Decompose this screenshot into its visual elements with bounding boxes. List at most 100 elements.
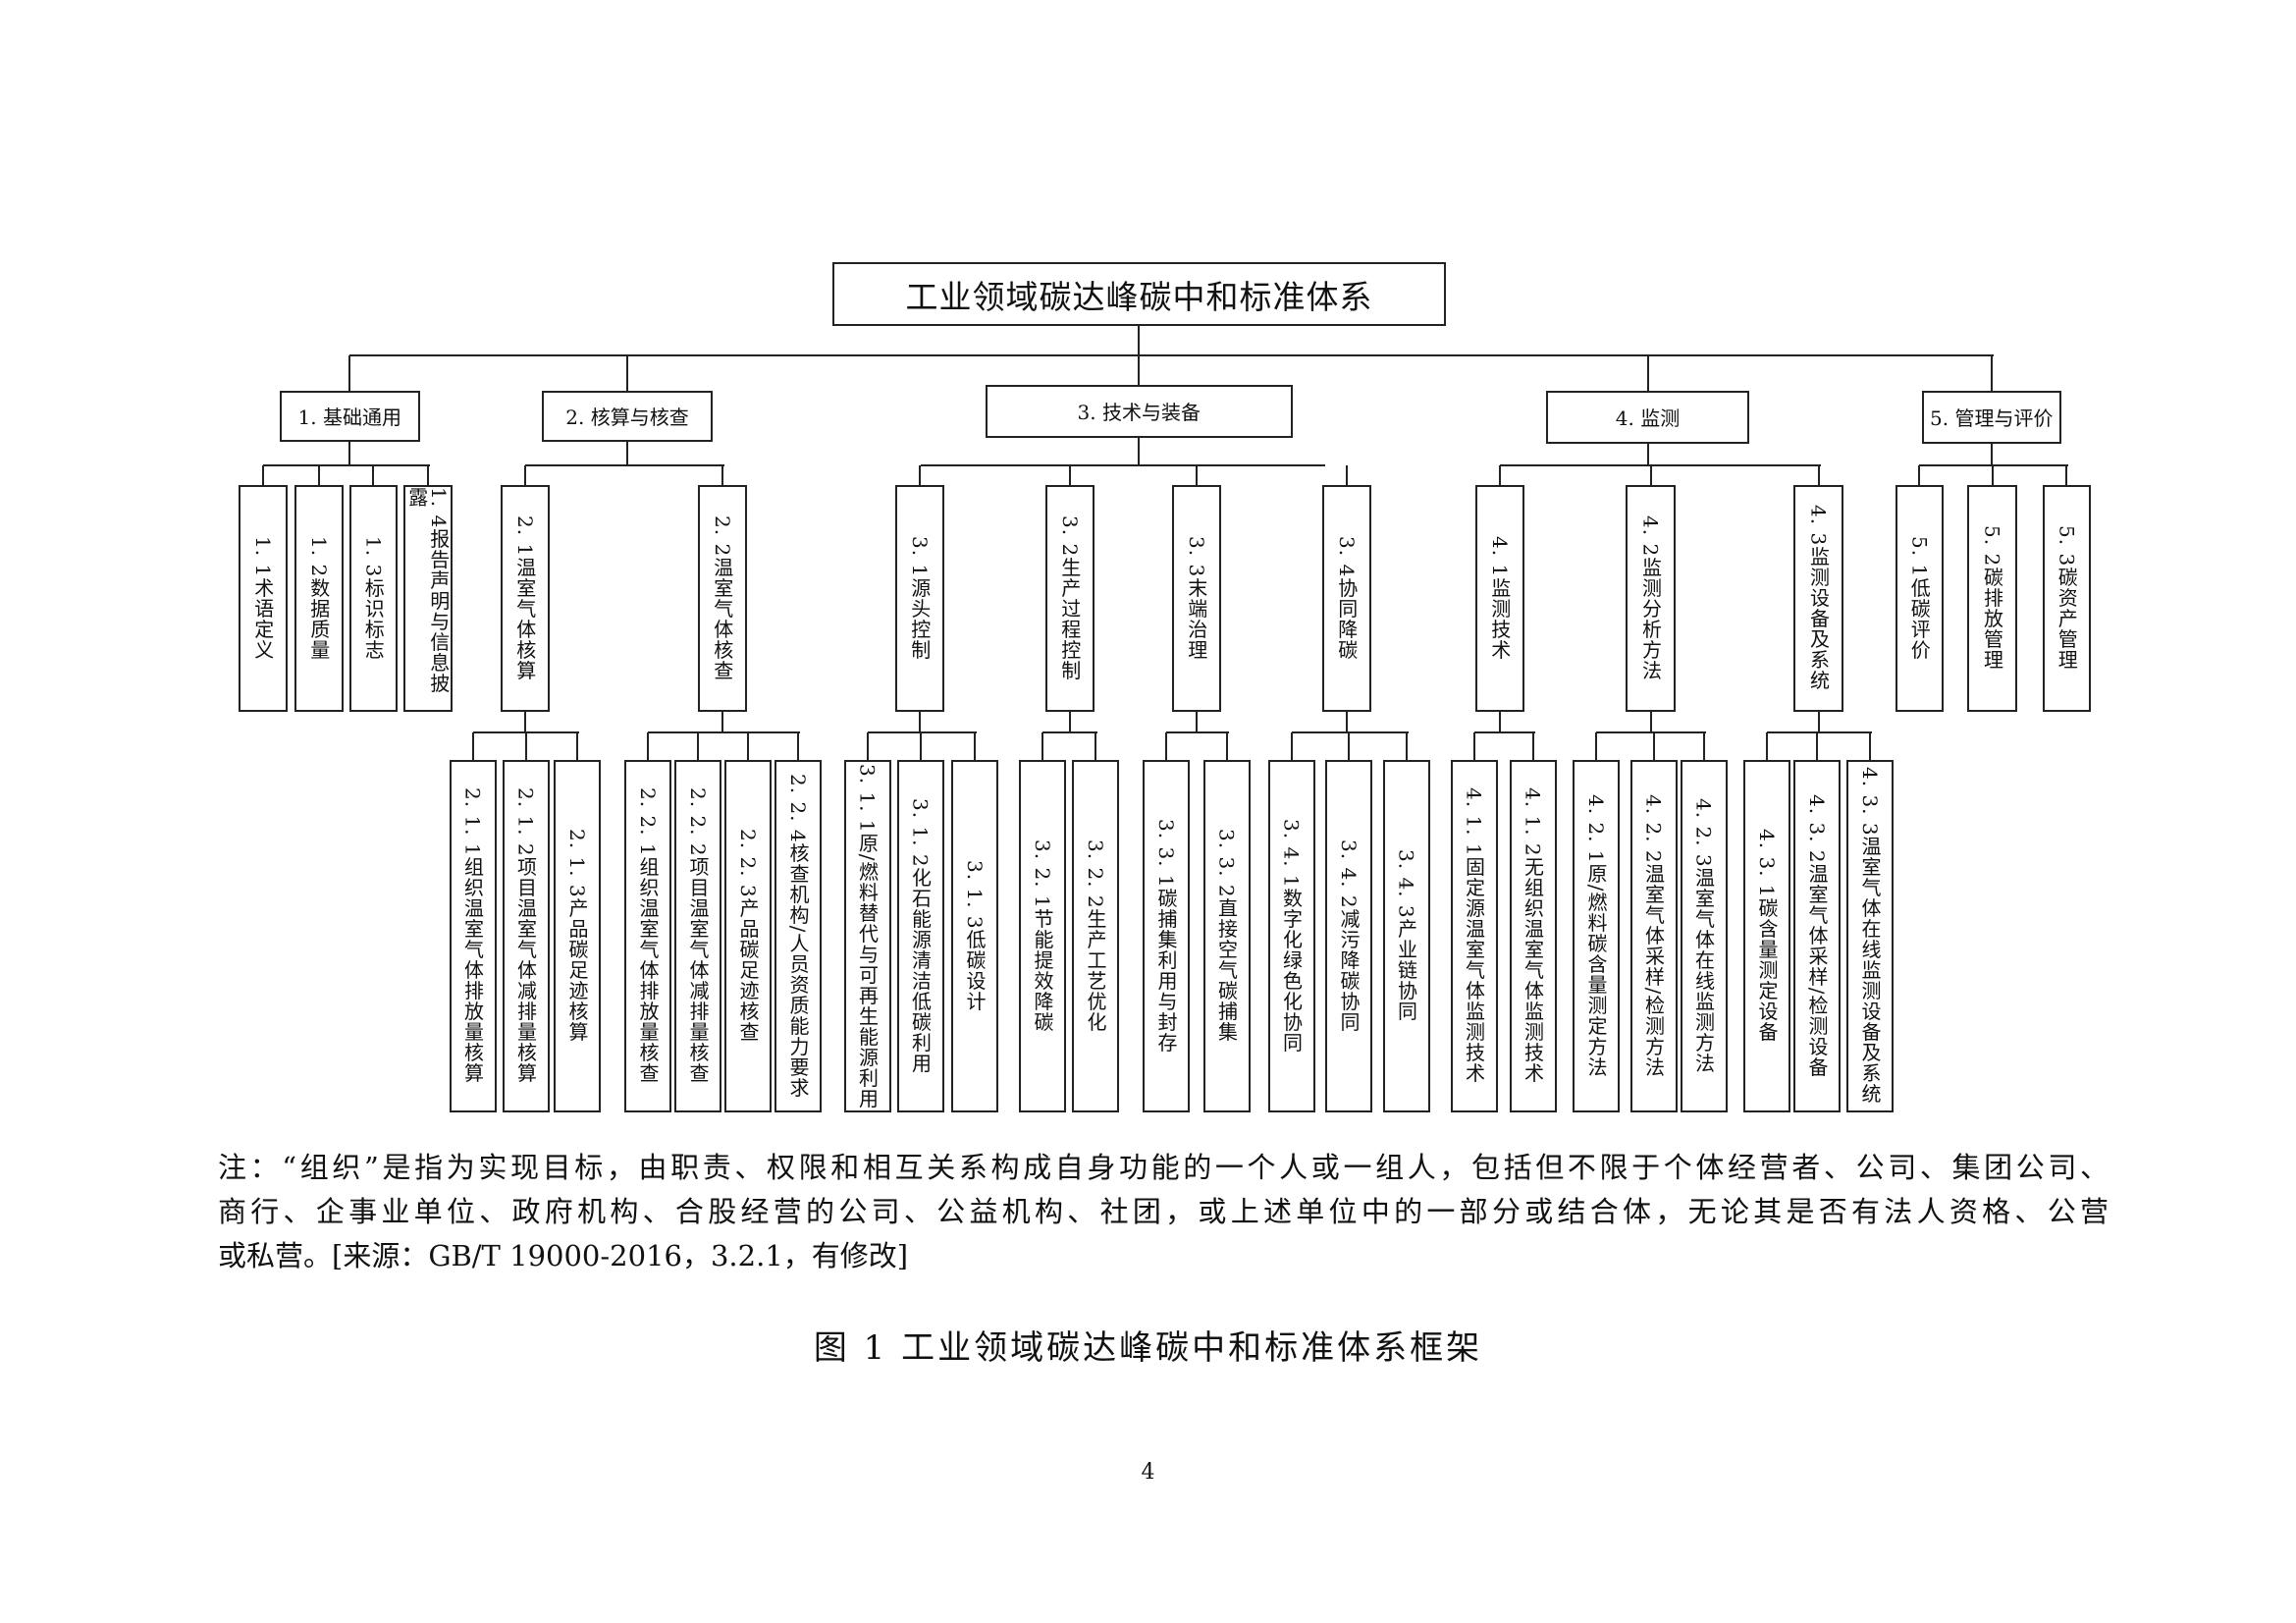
node-label: 3. 技术与装备 <box>1077 401 1201 424</box>
connector-line <box>1472 731 1475 760</box>
node-label: 2. 2. 2项目温室气体减排量核查 <box>686 787 710 1085</box>
node-label: 4. 1. 1固定源温室气体监测技术 <box>1462 787 1486 1085</box>
node-box: 3. 3. 2直接空气碳捕集 <box>1202 760 1251 1112</box>
node-box: 2. 1. 3产品碳足迹核算 <box>554 760 601 1112</box>
node-box: 3. 4协同降碳 <box>1322 484 1371 712</box>
connector-line <box>1990 354 1993 391</box>
connector-line <box>471 731 474 760</box>
connector-line <box>2065 465 2068 485</box>
node-label: 2. 2温室气体核查 <box>710 514 734 681</box>
node-label: 1. 4报告声明与信息披露 <box>404 486 451 693</box>
node-box: 5. 3碳资产管理 <box>2042 484 2091 712</box>
node-box: 4. 3. 1碳含量测定设备 <box>1743 760 1790 1112</box>
node-label: 1. 3标识标志 <box>361 535 386 661</box>
connector-line <box>1498 465 1501 485</box>
connector-line <box>1290 731 1293 760</box>
node-box: 1. 2数据质量 <box>294 484 344 712</box>
connector-line <box>262 464 430 466</box>
node-box: 3. 3. 1碳捕集利用与封存 <box>1143 760 1190 1112</box>
connector-line <box>524 464 724 466</box>
node-box: 4. 1. 2无组织温室气体监测技术 <box>1509 760 1557 1112</box>
node-box: 4. 3. 3温室气体在线监测设备及系统 <box>1846 760 1894 1112</box>
node-box: 2. 2温室气体核查 <box>698 484 747 712</box>
node-box: 2. 1. 2项目温室气体减排量核算 <box>502 760 550 1112</box>
connector-line <box>1817 711 1820 732</box>
connector-line <box>1499 464 1821 466</box>
node-box: 3. 2. 1节能提效降碳 <box>1019 760 1066 1112</box>
node-label: 3. 4. 2减污降碳协同 <box>1337 839 1361 1033</box>
node-box: 3. 技术与装备 <box>985 384 1293 438</box>
connector-line <box>1652 731 1655 760</box>
connector-line <box>1498 711 1501 732</box>
connector-line <box>1596 730 1706 733</box>
node-box: 1. 3标识标志 <box>348 484 398 712</box>
node-label: 2. 2. 3产品碳足迹核查 <box>736 829 760 1044</box>
connector-line <box>1766 731 1768 760</box>
node-box: 2. 1温室气体核算 <box>501 484 550 712</box>
node-label: 5. 1低碳评价 <box>1907 535 1932 661</box>
node-box: 2. 1. 1组织温室气体排放量核算 <box>449 760 497 1112</box>
node-box: 3. 1. 1原/燃料替代与可再生能源利用 <box>843 760 891 1112</box>
connector-line <box>918 465 921 485</box>
node-box: 5. 管理与评价 <box>1921 390 2061 444</box>
connector-line <box>1918 465 1921 485</box>
node-box: 4. 2. 3温室气体在线监测方法 <box>1680 760 1728 1112</box>
connector-line <box>1195 465 1198 485</box>
node-label: 1. 基础通用 <box>297 406 401 430</box>
node-box: 3. 4. 2减污降碳协同 <box>1325 760 1372 1112</box>
connector-line <box>1068 465 1071 485</box>
connector-line <box>1345 711 1348 732</box>
connector-line <box>524 731 527 760</box>
node-label: 2. 1. 1组织温室气体排放量核算 <box>460 787 485 1085</box>
node-label: 1. 2数据质量 <box>306 535 331 661</box>
page-number: 4 <box>1141 1460 1155 1485</box>
connector-line <box>867 730 977 733</box>
node-box: 2. 核算与核查 <box>542 390 713 442</box>
node-box: 2. 2. 4核查机构/人员资质能力要求 <box>774 760 822 1112</box>
node-box: 4. 1. 1固定源温室气体监测技术 <box>1450 760 1498 1112</box>
node-box: 3. 3末端治理 <box>1172 484 1221 712</box>
connector-line <box>1649 711 1652 732</box>
node-box: 3. 2. 2生产工艺优化 <box>1072 760 1119 1112</box>
node-label: 5. 3碳资产管理 <box>2055 525 2079 671</box>
connector-line <box>647 731 649 760</box>
connector-line <box>1817 465 1820 485</box>
connector-line <box>426 465 429 485</box>
connector-line <box>797 731 799 760</box>
node-label: 3. 2. 2生产工艺优化 <box>1084 839 1107 1033</box>
node-box: 4. 3. 2温室气体采样/检测设备 <box>1793 760 1841 1112</box>
connector-line <box>1095 731 1096 760</box>
connector-line <box>1166 730 1229 733</box>
node-label: 4. 3监测设备及系统 <box>1806 505 1831 691</box>
node-label: 3. 1. 3低碳设计 <box>963 859 987 1012</box>
root-label: 工业领域碳达峰碳中和标准体系 <box>905 277 1373 316</box>
connector-line <box>1702 731 1705 760</box>
connector-line <box>1345 465 1348 485</box>
connector-line <box>1767 730 1872 733</box>
connector-line <box>1405 731 1408 760</box>
connector-line <box>626 354 628 391</box>
connector-line <box>1041 731 1043 760</box>
connector-line <box>918 711 921 732</box>
node-label: 4. 1监测技术 <box>1487 535 1512 661</box>
connector-line <box>721 711 723 732</box>
connector-line <box>1473 730 1535 733</box>
node-box: 3. 1. 3低碳设计 <box>951 760 998 1112</box>
connector-line <box>721 465 723 485</box>
connector-line <box>1531 731 1534 760</box>
node-label: 4. 3. 1碳含量测定设备 <box>1755 829 1779 1044</box>
connector-line <box>372 465 375 485</box>
node-label: 4. 2. 1原/燃料碳含量测定方法 <box>1584 794 1608 1078</box>
connector-line <box>1919 464 2069 466</box>
node-box: 3. 1源头控制 <box>895 484 944 712</box>
node-box: 5. 2碳排放管理 <box>1967 484 2017 712</box>
node-label: 3. 1. 2化石能源清洁低碳利用 <box>908 797 933 1074</box>
node-box: 5. 1低碳评价 <box>1895 484 1944 712</box>
node-label: 3. 2. 1节能提效降碳 <box>1031 839 1054 1033</box>
node-box: 2. 2. 1组织温室气体排放量核查 <box>624 760 671 1112</box>
figure-caption: 图 1 工业领域碳达峰碳中和标准体系框架 <box>813 1328 1483 1368</box>
connector-line <box>1042 730 1097 733</box>
node-box: 3. 2生产过程控制 <box>1045 484 1095 712</box>
node-label: 3. 4协同降碳 <box>1334 535 1359 661</box>
node-box: 4. 2. 1原/燃料碳含量测定方法 <box>1573 760 1620 1112</box>
